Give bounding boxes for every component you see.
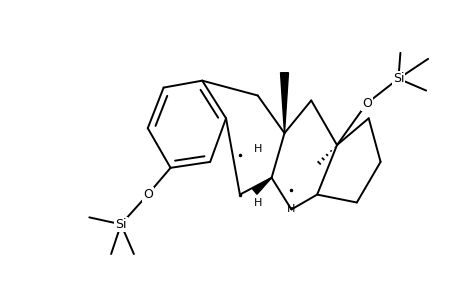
Text: O: O <box>143 188 152 201</box>
Polygon shape <box>252 178 271 194</box>
Text: H: H <box>253 144 261 154</box>
Text: O: O <box>361 97 371 110</box>
Text: Si: Si <box>392 72 403 85</box>
Text: H: H <box>253 198 261 208</box>
Text: H: H <box>286 205 295 214</box>
Text: Si: Si <box>115 218 127 231</box>
Polygon shape <box>280 73 288 133</box>
